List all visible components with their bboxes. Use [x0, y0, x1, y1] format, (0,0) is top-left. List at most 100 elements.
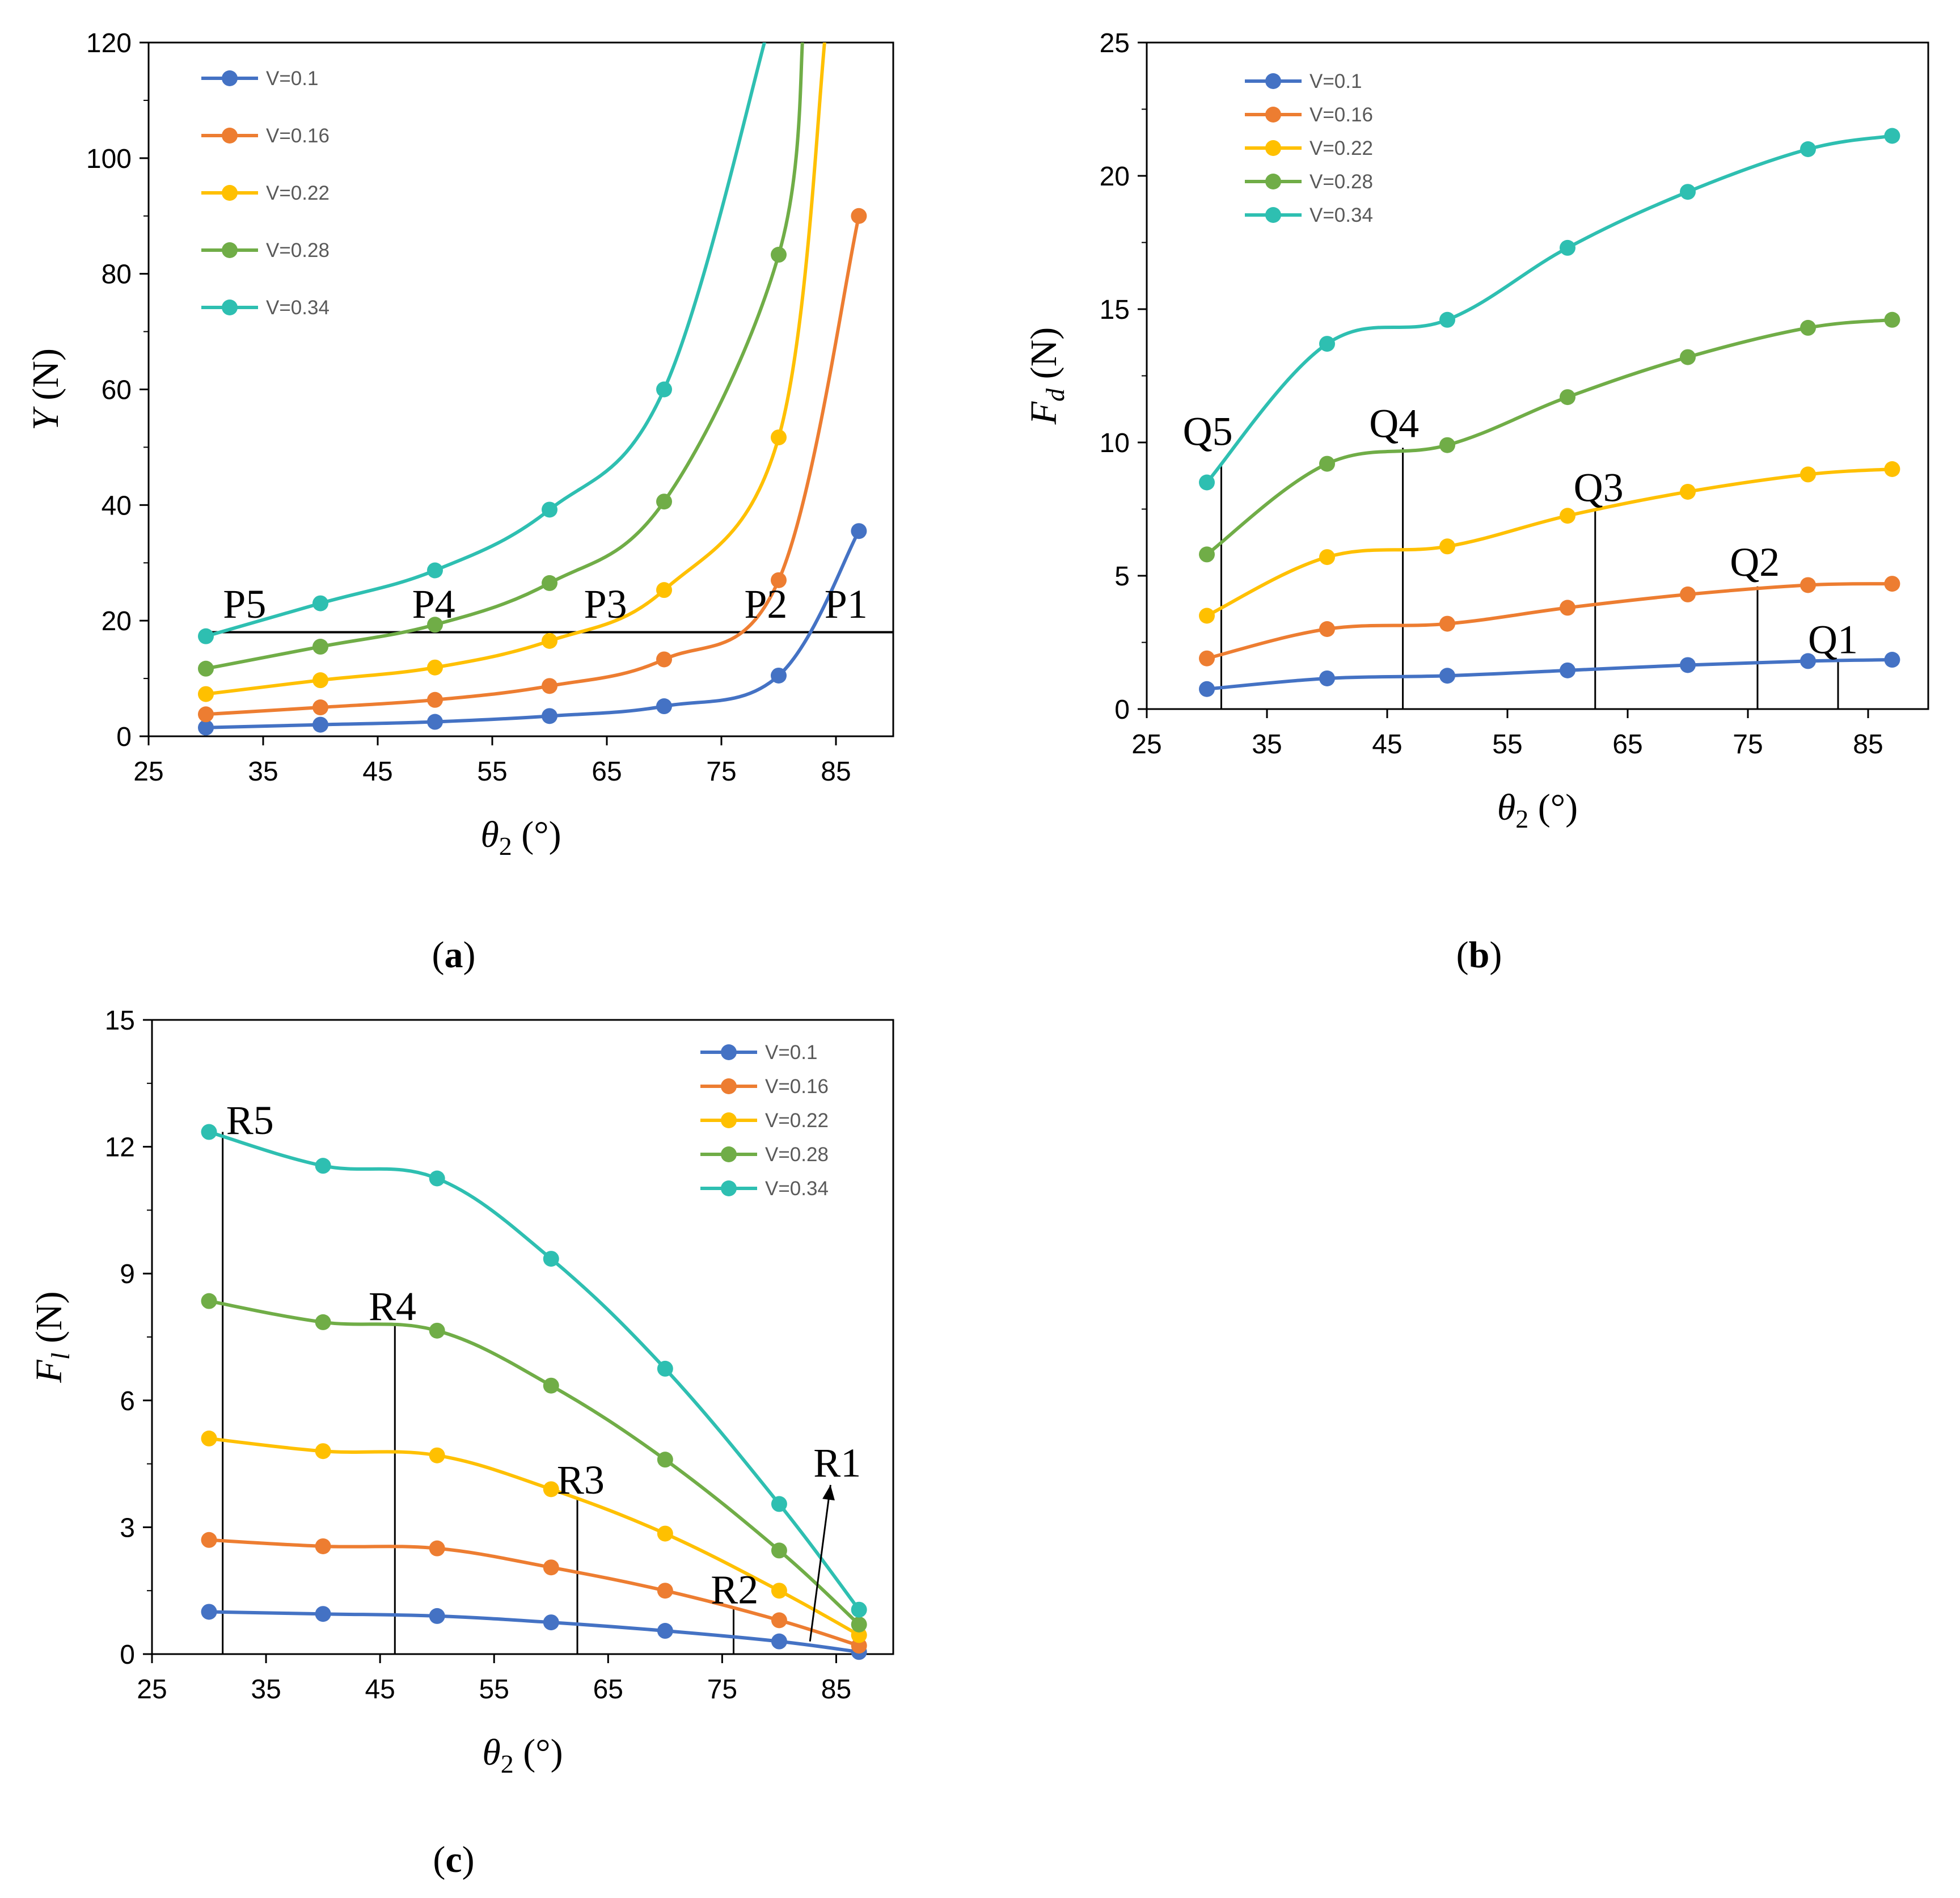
legend-label-b-2: V=0.22	[1310, 137, 1373, 159]
data-point-a-3-2	[427, 617, 443, 633]
data-point-a-1-2	[427, 691, 443, 708]
data-point-a-1-0	[198, 706, 214, 723]
data-point-b-4-4	[1680, 184, 1696, 200]
x-tick-label-c-2: 45	[365, 1675, 395, 1705]
data-point-a-1-1	[312, 699, 328, 716]
y-tick-label-b-1: 5	[1114, 562, 1130, 592]
data-point-c-1-3	[543, 1559, 559, 1576]
legend-label-a-2: V=0.22	[266, 182, 330, 204]
legend-label-b-0: V=0.1	[1310, 70, 1362, 92]
legend-marker-b-1	[1265, 107, 1281, 123]
chart-panel-a: 0 20 40 60 80 100 120 25 35 45 55 65 75 85 θ2 (°) Y (N)…	[25, 28, 894, 861]
data-point-c-3-1	[315, 1314, 331, 1330]
legend-a: V=0.1 V=0.16 V=0.22 V=0.28 V=0.34	[201, 68, 330, 319]
y-axis-label-b: Fd (N)	[1023, 327, 1070, 425]
x-tick-label-c-6: 85	[821, 1675, 851, 1705]
y-tick-label-a-2: 40	[102, 491, 132, 521]
data-point-a-0-0	[198, 719, 214, 736]
annotation-a-4: P1	[825, 581, 868, 627]
annotation-c-0: R5	[226, 1098, 274, 1143]
x-tick-label-b-4: 65	[1612, 729, 1642, 760]
series-line-b-1	[1206, 582, 1893, 660]
data-point-b-3-5	[1800, 319, 1816, 336]
legend-marker-c-1	[721, 1078, 737, 1094]
legend-label-b-4: V=0.34	[1310, 204, 1373, 226]
data-point-a-0-5	[771, 667, 787, 684]
data-point-c-4-6	[851, 1601, 867, 1618]
data-point-c-4-3	[543, 1251, 559, 1267]
annotation-c-3: R2	[711, 1567, 758, 1613]
data-point-b-0-3	[1560, 662, 1575, 678]
y-tick-label-c-0: 0	[120, 1640, 135, 1670]
data-point-b-2-5	[1800, 466, 1816, 483]
data-point-a-1-6	[851, 208, 867, 224]
panel-label-a: (a)	[432, 934, 476, 976]
legend-label-c-4: V=0.34	[765, 1178, 829, 1200]
annotation-b-0: Q5	[1183, 409, 1233, 454]
data-point-a-2-5	[771, 429, 787, 446]
data-point-b-0-5	[1800, 653, 1816, 669]
legend-marker-b-4	[1265, 207, 1281, 223]
y-tick-label-b-0: 0	[1114, 695, 1130, 725]
x-tick-label-b-0: 25	[1131, 729, 1161, 760]
data-point-c-3-5	[771, 1542, 787, 1559]
x-tick-label-a-2: 45	[362, 757, 392, 787]
x-tick-label-c-1: 35	[251, 1675, 281, 1705]
data-point-c-4-0	[201, 1124, 217, 1140]
data-point-a-4-3	[542, 501, 557, 518]
legend-label-c-1: V=0.16	[765, 1075, 829, 1098]
annotation-a-3: P2	[744, 581, 787, 627]
legend-b: V=0.1 V=0.16 V=0.22 V=0.28 V=0.34	[1245, 70, 1373, 226]
x-tick-label-a-5: 75	[706, 757, 736, 787]
data-point-b-2-6	[1884, 461, 1900, 477]
x-tick-label-c-5: 75	[707, 1675, 737, 1705]
x-axis-label-b: θ2 (°)	[1497, 787, 1578, 833]
data-point-a-3-3	[542, 575, 557, 591]
data-point-c-3-4	[657, 1452, 673, 1468]
annotation-c-1: R4	[369, 1284, 416, 1329]
data-point-c-2-1	[315, 1443, 331, 1460]
y-tick-label-a-3: 60	[102, 376, 132, 406]
data-point-b-0-6	[1884, 652, 1900, 668]
series-line-a-4	[205, 43, 766, 638]
panel-label-c: (c)	[433, 1839, 474, 1880]
legend-label-a-4: V=0.34	[266, 297, 330, 319]
data-point-a-2-4	[656, 582, 672, 598]
annotation-c-2: R3	[557, 1457, 605, 1503]
y-tick-label-c-5: 15	[105, 1006, 135, 1036]
data-point-a-4-1	[312, 595, 328, 611]
annotation-b-1: Q4	[1369, 401, 1419, 446]
legend-marker-c-4	[721, 1180, 737, 1196]
data-point-c-0-2	[429, 1608, 445, 1624]
x-tick-label-b-6: 85	[1853, 729, 1883, 760]
data-point-b-1-4	[1680, 586, 1696, 602]
x-axis-label-a: θ2 (°)	[480, 814, 561, 861]
data-point-c-2-0	[201, 1430, 217, 1446]
data-point-c-3-6	[851, 1616, 867, 1633]
data-point-b-4-0	[1199, 474, 1215, 491]
y-tick-label-a-0: 0	[116, 722, 132, 752]
y-tick-label-c-2: 6	[120, 1386, 135, 1416]
y-axis-label-a: Y (N)	[25, 348, 66, 431]
x-tick-label-b-3: 55	[1492, 729, 1522, 760]
y-tick-label-c-3: 9	[120, 1259, 135, 1289]
chart-panel-c: 0 3 6 9 12 15 25 35 45 55 65 75 85 θ2 (°) Fl (N) R5 R4 R3…	[28, 1006, 894, 1778]
legend-label-c-0: V=0.1	[765, 1041, 817, 1064]
x-tick-label-c-0: 25	[137, 1675, 167, 1705]
data-point-a-0-3	[542, 708, 557, 724]
x-tick-label-a-1: 35	[248, 757, 278, 787]
data-point-c-0-4	[657, 1623, 673, 1639]
data-point-c-1-5	[771, 1612, 787, 1629]
y-tick-label-c-4: 12	[105, 1133, 135, 1163]
data-point-a-3-4	[656, 494, 672, 510]
series-line-a-2	[205, 43, 826, 696]
annotation-a-1: P4	[412, 581, 455, 627]
legend-label-c-2: V=0.22	[765, 1110, 829, 1132]
data-point-a-2-2	[427, 659, 443, 676]
legend-label-b-3: V=0.28	[1310, 171, 1373, 193]
data-point-b-1-6	[1884, 576, 1900, 592]
data-point-b-1-1	[1319, 621, 1335, 637]
x-tick-label-c-3: 55	[479, 1675, 509, 1705]
data-point-b-2-2	[1439, 538, 1455, 555]
